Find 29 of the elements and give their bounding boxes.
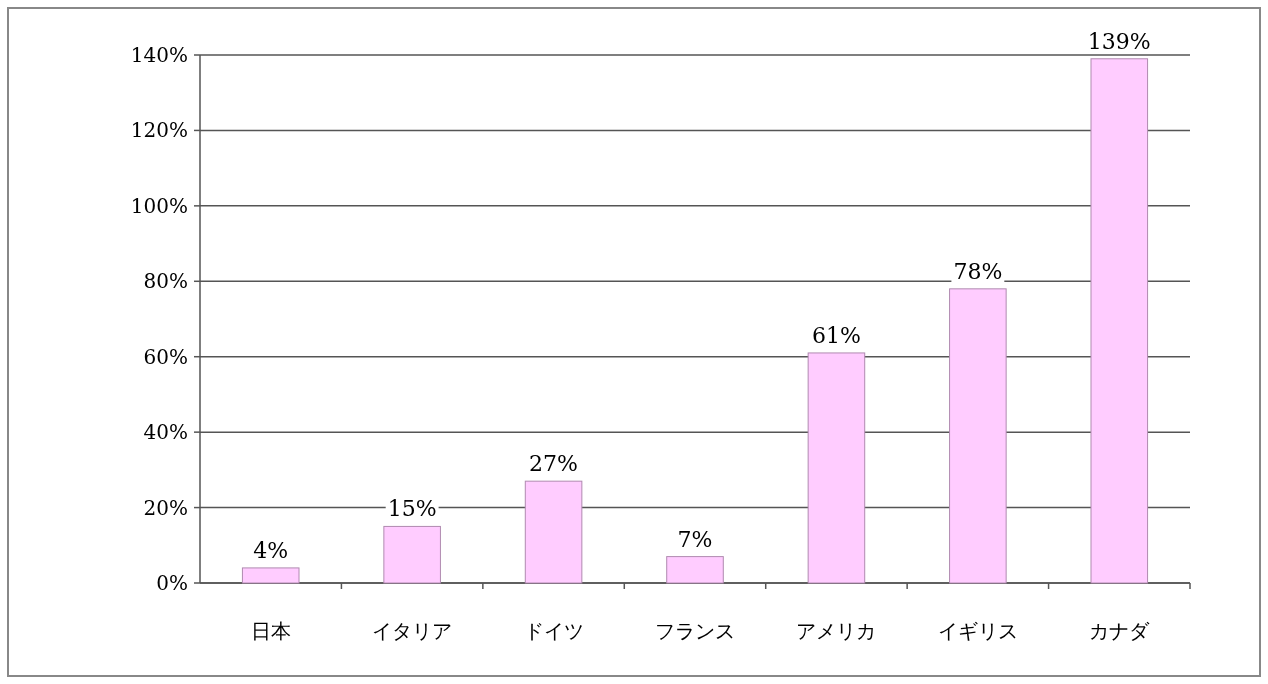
bar — [241, 567, 300, 584]
y-tick-label: 60% — [143, 344, 188, 369]
data-label: 7% — [677, 526, 713, 552]
bar — [1090, 58, 1149, 584]
x-tick-label: イタリア — [372, 619, 453, 643]
x-tick-label: アメリカ — [796, 619, 877, 643]
x-tick-label: ドイツ — [523, 619, 584, 643]
data-label: 15% — [387, 496, 437, 522]
y-tick-label: 0% — [156, 571, 188, 595]
x-tick-label: イギリス — [937, 619, 1018, 643]
bar — [807, 352, 866, 584]
y-tick-label: 120% — [130, 118, 188, 143]
y-tick-label: 140% — [130, 43, 188, 67]
data-label: 139% — [1087, 28, 1151, 54]
data-label: 78% — [953, 258, 1003, 284]
bar — [524, 480, 583, 584]
data-label: 4% — [253, 537, 289, 563]
x-tick-label: 日本 — [250, 619, 291, 643]
y-tick-label: 80% — [143, 269, 188, 294]
bar — [383, 525, 441, 584]
y-tick-label: 40% — [143, 420, 188, 445]
data-label: 61% — [811, 322, 861, 348]
x-tick-label: カナダ — [1089, 619, 1151, 643]
data-label: 27% — [529, 451, 579, 477]
bar — [666, 556, 724, 584]
bar — [949, 288, 1007, 584]
y-tick-label: 20% — [143, 495, 188, 520]
y-tick-label: 100% — [130, 193, 188, 218]
x-tick-label: フランス — [655, 619, 735, 643]
